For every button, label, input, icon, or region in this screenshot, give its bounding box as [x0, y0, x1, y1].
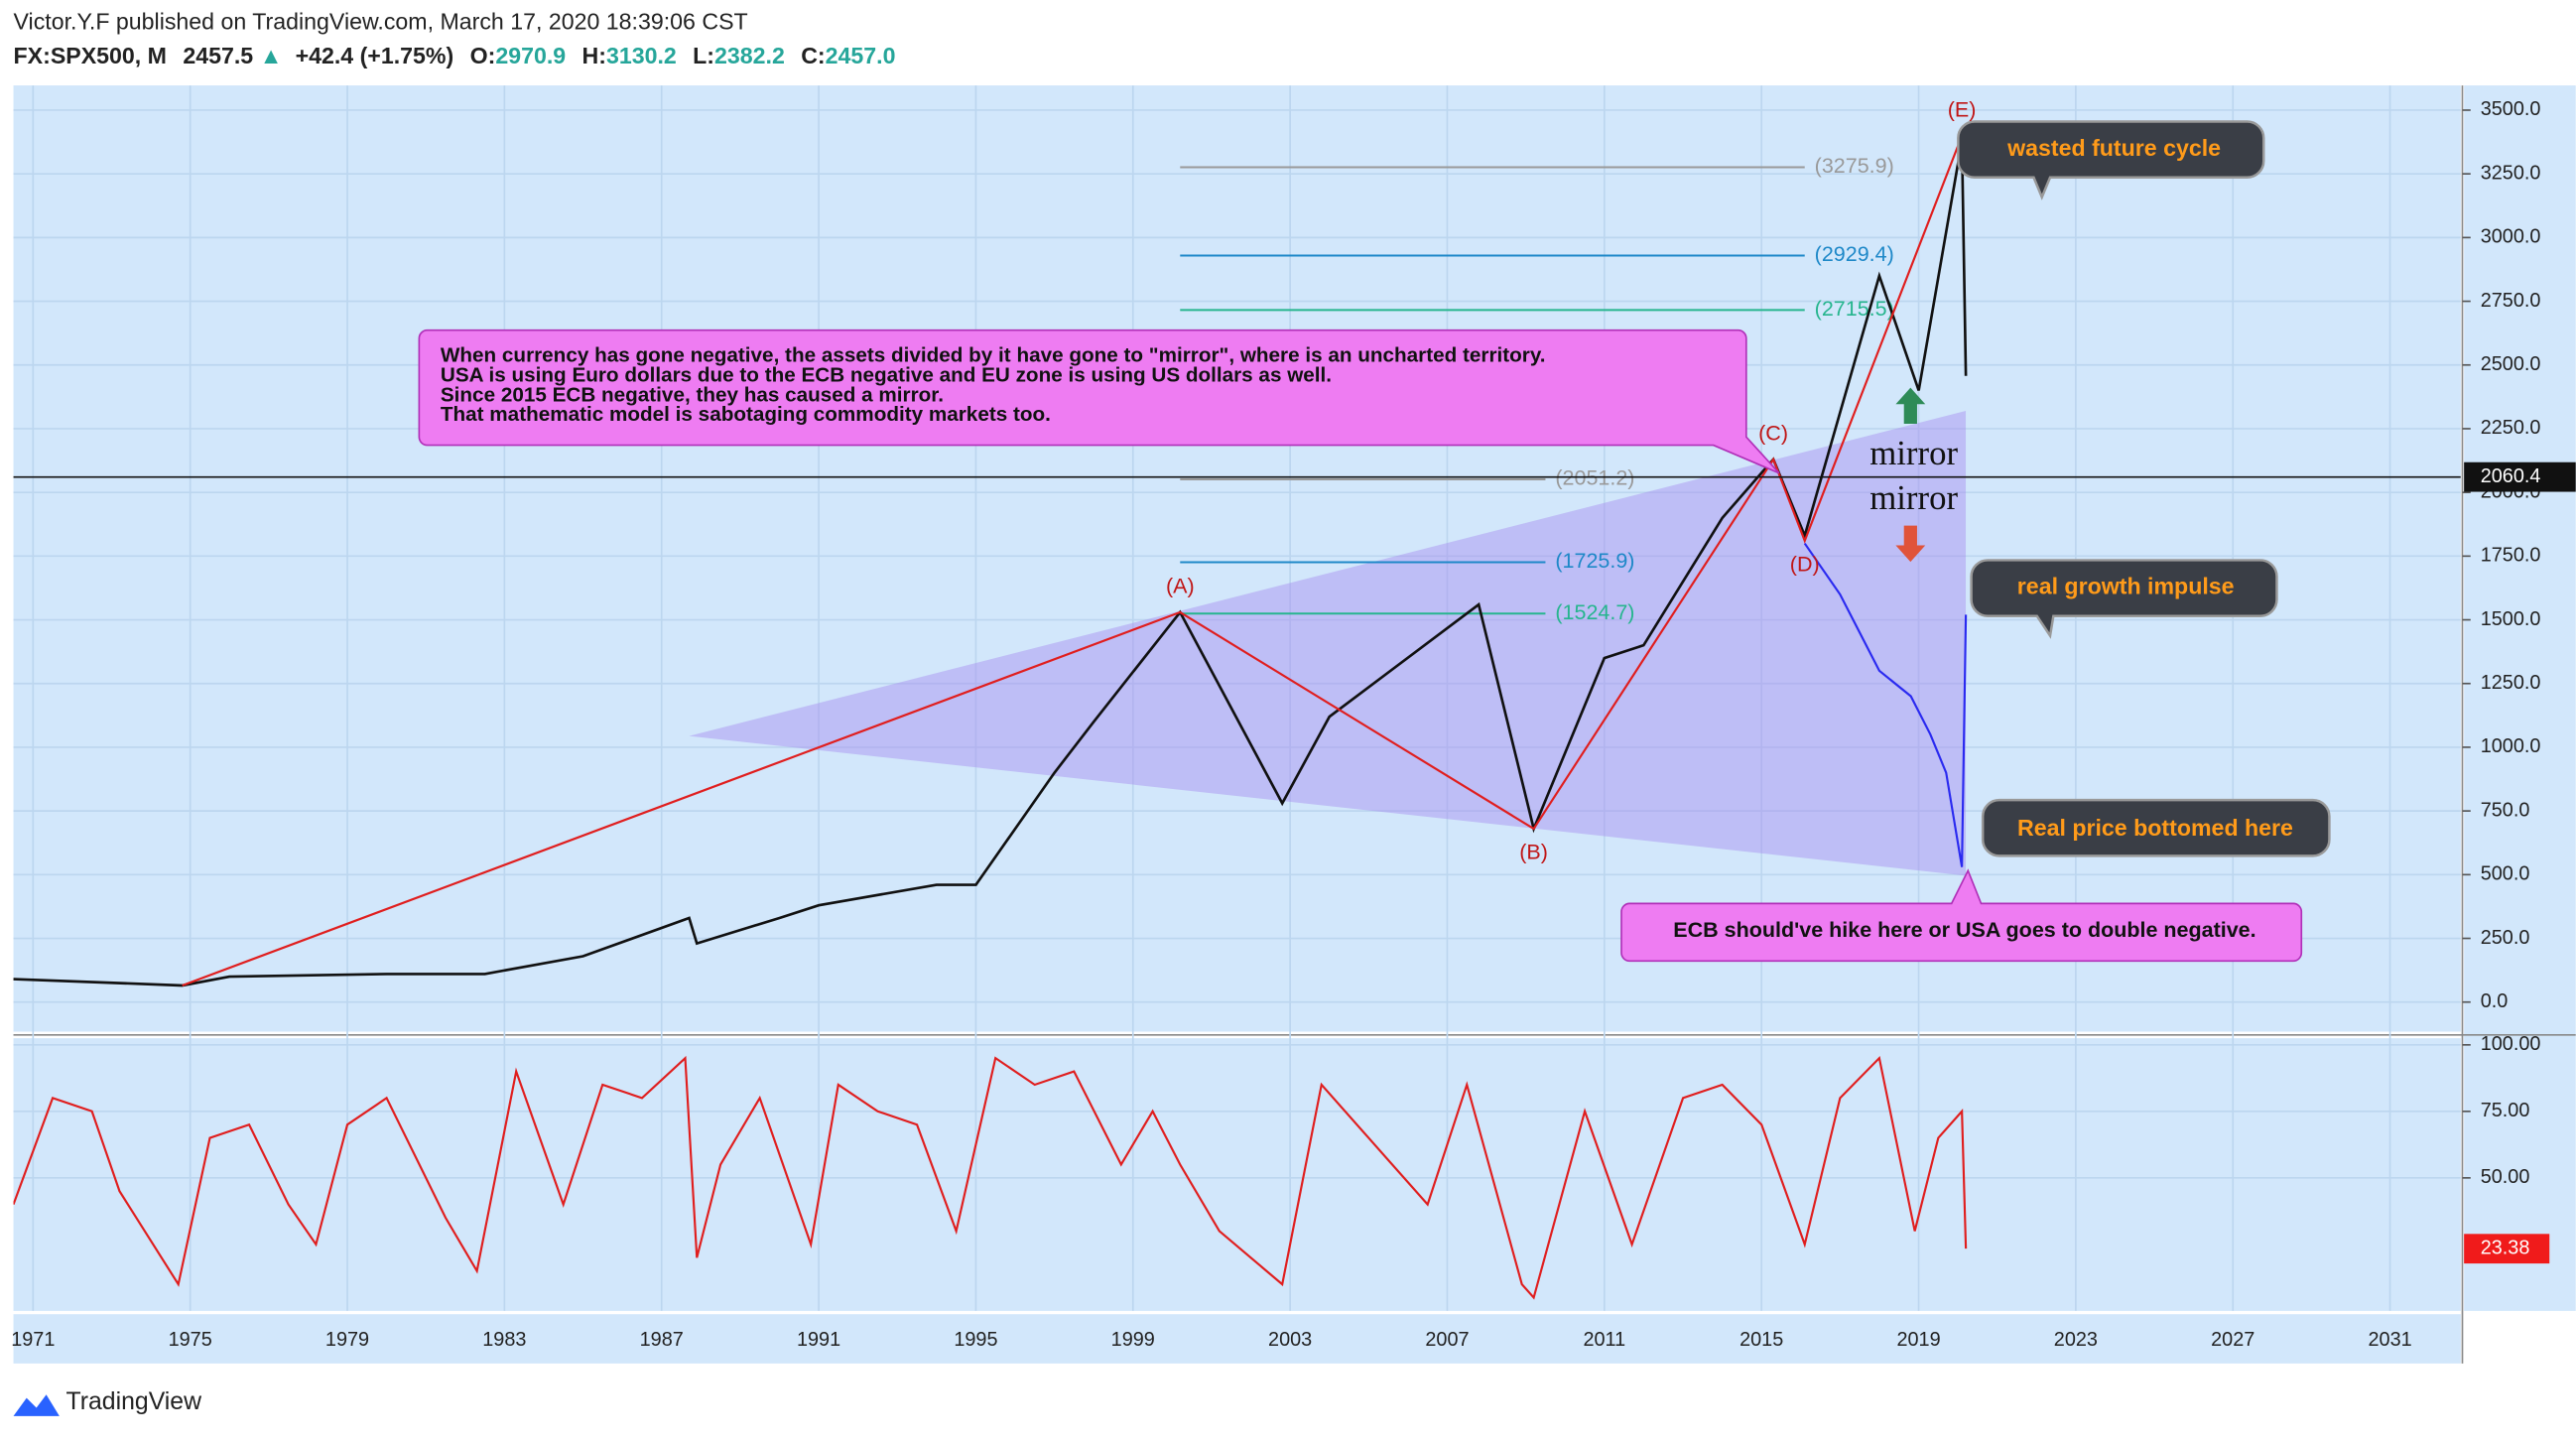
brand: TradingView	[65, 1388, 201, 1415]
x-tick-label: 1987	[640, 1329, 684, 1351]
high-label: H:	[582, 43, 606, 68]
symbol-line: FX:SPX500, M 2457.5 ▲ +42.4 (+1.75%) O:2…	[14, 43, 896, 68]
up-arrow	[1895, 387, 1926, 425]
y-tick-label: 1500.0	[2481, 608, 2541, 630]
x-tick-label: 1995	[954, 1329, 997, 1351]
price-axis	[2464, 85, 2576, 1311]
wave-label: (B)	[1519, 841, 1548, 864]
author-line: Victor.Y.F published on TradingView.com,…	[14, 8, 748, 34]
note-box	[418, 328, 1780, 474]
callout	[1981, 798, 2331, 857]
low: 2382.2	[714, 43, 785, 68]
value-label: 23.38	[2481, 1237, 2530, 1258]
y-tick-label: 2500.0	[2481, 353, 2541, 375]
time-axis	[13, 1314, 2461, 1364]
callout	[1970, 559, 2278, 639]
header: Victor.Y.F published on TradingView.com,…	[14, 8, 896, 68]
note-line: USA is using Euro dollars due to the ECB…	[441, 364, 1332, 387]
open-label: O:	[470, 43, 496, 68]
fib-label: (2051.2)	[1555, 466, 1634, 490]
price-label-box	[2464, 461, 2576, 492]
y-tick-label: 3250.0	[2481, 162, 2541, 184]
fib-label: (2929.4)	[1815, 242, 1894, 266]
close-label: C:	[801, 43, 825, 68]
fib-label: (1725.9)	[1555, 549, 1634, 573]
y-tick-label: 2250.0	[2481, 417, 2541, 439]
open: 2970.9	[495, 43, 566, 68]
mirror-triangle	[689, 410, 1967, 876]
y-tick-label: 100.00	[2481, 1033, 2541, 1055]
symbol: FX:SPX500, M	[14, 43, 167, 68]
footer: TradingView	[13, 1388, 201, 1416]
y-tick-label: 3000.0	[2481, 226, 2541, 248]
x-tick-label: 1999	[1111, 1329, 1155, 1351]
wave-label: (A)	[1166, 575, 1195, 598]
x-tick-label: 2007	[1425, 1329, 1469, 1351]
series-line	[1803, 542, 1968, 867]
x-tick-label: 2023	[2054, 1329, 2098, 1351]
overlay-layer: mirror mirror wasted future cycle real g…	[418, 98, 2331, 963]
y-tick-label: 1000.0	[2481, 735, 2541, 757]
x-tick-label: 1971	[11, 1329, 55, 1351]
x-tick-label: 2015	[1739, 1329, 1783, 1351]
fib-label: (2715.5)	[1815, 297, 1894, 321]
y-tick-label: 1750.0	[2481, 545, 2541, 567]
low-label: L:	[693, 43, 714, 68]
note-line: That mathematic model is sabotaging comm…	[441, 403, 1051, 426]
change: +42.4 (+1.75%)	[296, 43, 454, 68]
logo	[13, 1394, 60, 1416]
x-tick-label: 2027	[2211, 1329, 2254, 1351]
high: 3130.2	[606, 43, 677, 68]
x-tick-label: 1979	[325, 1329, 369, 1351]
mirror-label: mirror	[1869, 478, 1958, 517]
price-label: 2060.4	[2481, 465, 2541, 487]
callout	[1620, 868, 2303, 963]
series-line	[13, 1055, 1968, 1300]
callout-text: wasted future cycle	[2006, 135, 2221, 161]
y-tick-label: 750.0	[2481, 799, 2530, 821]
x-tick-label: 2011	[1583, 1329, 1625, 1351]
x-tick-label: 1983	[482, 1329, 526, 1351]
y-tick-label: 1250.0	[2481, 672, 2541, 694]
y-tick-label: 500.0	[2481, 863, 2530, 885]
y-tick-label: 3500.0	[2481, 98, 2541, 120]
y-tick-label: 50.00	[2481, 1166, 2530, 1188]
y-tick-label: 75.00	[2481, 1100, 2530, 1121]
callout	[1957, 120, 2265, 200]
value-label-box	[2464, 1234, 2550, 1264]
note-line: Since 2015 ECB negative, they has caused…	[441, 383, 944, 406]
y-tick-label: 250.0	[2481, 927, 2530, 949]
x-tick-label: 1991	[797, 1329, 840, 1351]
arrow: ▲	[260, 43, 283, 68]
callout-text: real growth impulse	[2017, 574, 2235, 599]
callout-text: Real price bottomed here	[2017, 815, 2293, 841]
x-tick-label: 2003	[1268, 1329, 1312, 1351]
close: 2457.0	[826, 43, 896, 68]
wave-label: (E)	[1948, 98, 1977, 122]
x-tick-label: 2019	[1896, 1329, 1940, 1351]
mirror-label: mirror	[1869, 434, 1958, 472]
fib-label: (1524.7)	[1555, 600, 1634, 624]
down-arrow	[1895, 525, 1926, 563]
last: 2457.5	[183, 43, 253, 68]
fib-label: (3275.9)	[1815, 154, 1894, 178]
x-tick-label: 1975	[169, 1329, 212, 1351]
wave-label: (D)	[1790, 552, 1820, 576]
callout-text: ECB should've hike here or USA goes to d…	[1673, 918, 2255, 942]
y-tick-label: 0.0	[2481, 990, 2509, 1012]
note-line: When currency has gone negative, the ass…	[441, 344, 1546, 367]
wave-label: (C)	[1758, 422, 1788, 446]
wave-line	[182, 135, 1964, 986]
y-tick-label: 2750.0	[2481, 290, 2541, 312]
x-tick-label: 2031	[2368, 1329, 2411, 1351]
oscillator-pane	[13, 1038, 2461, 1311]
main-pane	[13, 85, 2461, 1032]
